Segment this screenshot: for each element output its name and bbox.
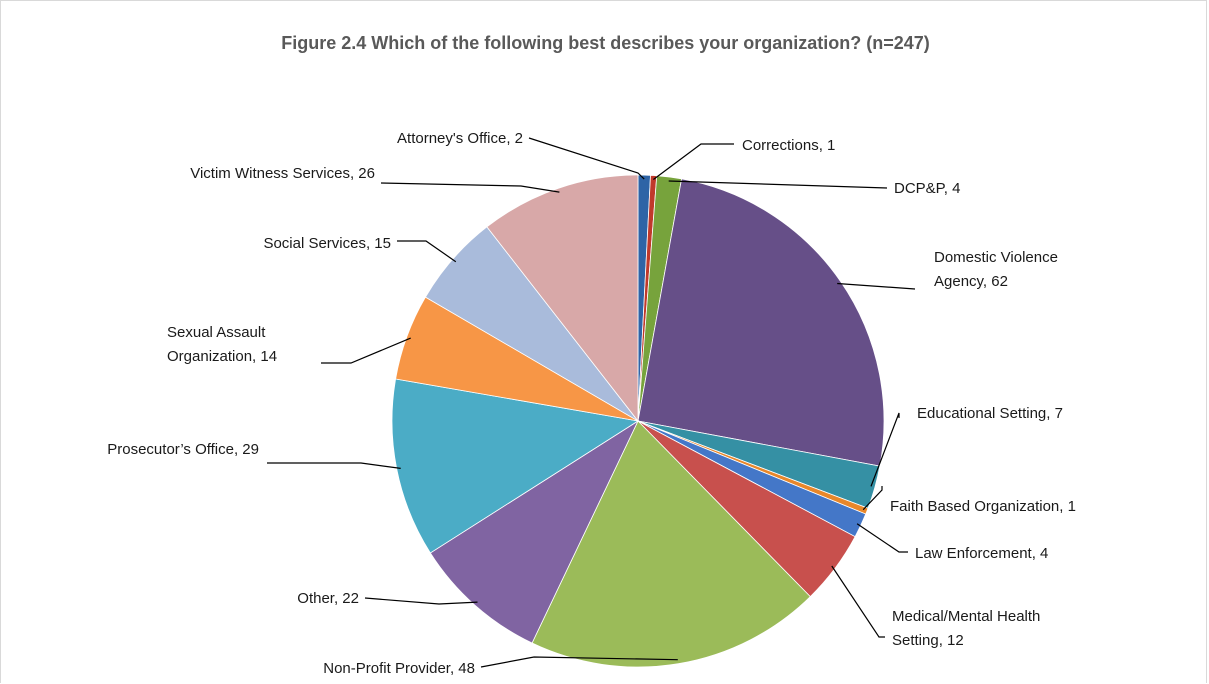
data-label-line: Organization, 14 — [167, 348, 277, 365]
data-label-line: Other, 22 — [297, 590, 359, 607]
data-label: Prosecutor’s Office, 29 — [107, 441, 259, 458]
leader-line — [380, 182, 560, 193]
data-label-line: Sexual Assault — [167, 324, 266, 341]
data-label: Attorney's Office, 2 — [397, 130, 523, 147]
data-label-line: Corrections, 1 — [742, 137, 835, 154]
data-label-line: Attorney's Office, 2 — [397, 130, 523, 147]
leader-line — [528, 137, 645, 180]
pie-slice-domestic-violence-agency — [637, 178, 885, 467]
leader-line — [321, 337, 411, 364]
leader-line — [831, 565, 885, 638]
leader-line — [870, 412, 900, 487]
pie-slice-victim-witness-services — [486, 174, 639, 423]
data-label: DCP&P, 4 — [894, 180, 960, 197]
data-label: Social Services, 15 — [263, 235, 391, 252]
pie-slice-other — [429, 419, 639, 644]
data-label-line: Victim Witness Services, 26 — [190, 165, 375, 182]
data-label-line: Law Enforcement, 4 — [915, 545, 1048, 562]
leader-line — [837, 282, 916, 290]
data-label: Other, 22 — [297, 590, 359, 607]
pie-slices — [391, 174, 885, 668]
data-label-line: Domestic Violence — [934, 249, 1058, 266]
chart-title: Figure 2.4 Which of the following best d… — [281, 33, 930, 53]
data-label: Faith Based Organization, 1 — [890, 498, 1076, 515]
leader-line — [397, 240, 457, 263]
data-label-line: Social Services, 15 — [263, 235, 391, 252]
leader-line — [364, 597, 478, 605]
data-label-line: Faith Based Organization, 1 — [890, 498, 1076, 515]
leader-line — [267, 462, 401, 469]
data-labels: Attorney's Office, 2 Corrections, 1 DCP&P,… — [107, 130, 1076, 677]
leader-line — [668, 180, 888, 189]
data-label: Corrections, 1 — [742, 137, 835, 154]
data-label-line: Prosecutor’s Office, 29 — [107, 441, 259, 458]
data-label-line: Medical/Mental Health — [892, 608, 1040, 625]
data-label: Non-Profit Provider, 48 — [323, 660, 475, 677]
data-label-line: Educational Setting, 7 — [917, 405, 1063, 422]
leader-line — [862, 486, 883, 511]
leader-line — [856, 523, 908, 553]
data-label: Victim Witness Services, 26 — [190, 165, 375, 182]
leader-line — [653, 143, 734, 180]
data-label: Medical/Mental Health Setting, 12 — [892, 608, 1040, 649]
data-label-line: Setting, 12 — [892, 632, 964, 649]
pie-slice-non-profit-provider — [531, 420, 811, 668]
data-label-line: Non-Profit Provider, 48 — [323, 660, 475, 677]
pie-slice-prosecutor-s-office — [391, 378, 640, 554]
data-label: Law Enforcement, 4 — [915, 545, 1048, 562]
leader-line — [480, 656, 678, 668]
data-label-line: Agency, 62 — [934, 273, 1008, 290]
leader-lines — [267, 137, 916, 668]
data-label: Educational Setting, 7 — [917, 405, 1063, 422]
data-label: Domestic Violence Agency, 62 — [934, 249, 1058, 290]
data-label: Sexual Assault Organization, 14 — [167, 324, 277, 365]
data-label-line: DCP&P, 4 — [894, 180, 960, 197]
